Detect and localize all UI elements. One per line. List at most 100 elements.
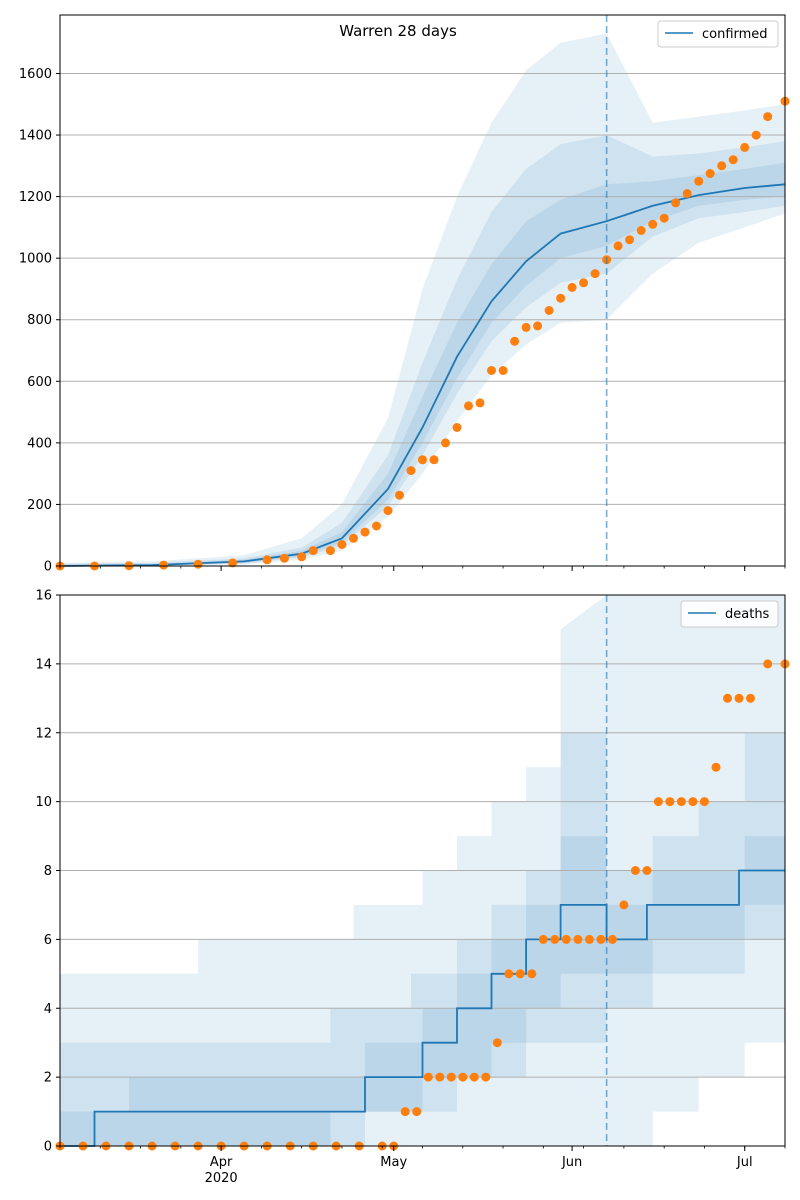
confirmed-legend-box [657, 20, 779, 48]
deaths-y-tick-label: 6 [44, 933, 52, 948]
confirmed-forecast-bands [60, 33, 785, 567]
confirmed-observed-point [590, 269, 600, 279]
confirmed-observed-point [740, 142, 750, 152]
confirmed-legend[interactable]: confirmed [657, 20, 779, 48]
confirmed-observed-point [262, 555, 272, 565]
confirmed-observed-point [521, 322, 531, 332]
confirmed-y-tick-label: 1000 [19, 252, 52, 267]
confirmed-observed-point [464, 401, 473, 411]
confirmed-observed-point [751, 130, 761, 140]
deaths-y-tick-label: 0 [44, 1140, 52, 1155]
confirmed-y-tick-label: 1200 [19, 190, 52, 205]
deaths-legend-box [680, 600, 779, 628]
deaths-observed-point [469, 1072, 479, 1082]
confirmed-y-tick-label: 0 [44, 560, 52, 575]
confirmed-gridlines [60, 72, 785, 505]
confirmed-observed-point [717, 161, 727, 171]
confirmed-observed-point [372, 521, 381, 531]
deaths-observed-point [423, 1072, 433, 1082]
x-tick-label: May [380, 1155, 407, 1170]
deaths-band-3 [60, 836, 785, 1146]
confirmed-y-tick-label: 600 [27, 375, 52, 390]
confirmed-observed-point [671, 198, 681, 208]
deaths-observed-point [492, 1038, 502, 1048]
confirmed-panel: 0 200 400 600 800 1000 1200 1400 1600 Warren 28 … [19, 14, 790, 575]
deaths-observed-point [630, 866, 640, 875]
confirmed-observed-point [360, 527, 370, 537]
confirmed-observed-point [636, 226, 646, 235]
confirmed-observed-point [475, 398, 485, 408]
confirmed-observed-point [383, 506, 393, 516]
confirmed-observed-point [441, 438, 450, 448]
confirmed-observed-point [193, 559, 203, 569]
deaths-observed-point [412, 1107, 422, 1117]
deaths-observed-point [538, 934, 548, 944]
confirmed-observed-point [337, 540, 347, 549]
deaths-observed-point [515, 969, 525, 979]
deaths-observed-point [699, 797, 709, 807]
confirmed-observed-point [297, 552, 307, 562]
deaths-observed-point [619, 900, 629, 910]
confirmed-observed-point [349, 533, 358, 543]
x-tick-label: Jun [561, 1155, 582, 1170]
x-tick-label: Apr [210, 1155, 233, 1170]
confirmed-observed-point [228, 558, 238, 568]
confirmed-x-axis [59, 566, 786, 571]
deaths-observed-point [711, 762, 721, 772]
confirmed-observed-point [418, 455, 427, 465]
deaths-y-tick-label: 16 [35, 589, 52, 604]
deaths-y-tick-label: 2 [44, 1071, 52, 1086]
deaths-observed-point [573, 934, 583, 944]
confirmed-observed-point [544, 306, 554, 315]
confirmed-observed-point [325, 546, 335, 556]
confirmed-legend-label: confirmed [702, 27, 768, 42]
deaths-observed-point [688, 797, 698, 807]
deaths-legend-label: deaths [725, 607, 770, 622]
confirmed-observed-point [625, 235, 635, 245]
confirmed-observed-point [705, 169, 715, 178]
deaths-band-2 [60, 732, 785, 1146]
deaths-observed-point [665, 797, 675, 807]
confirmed-observed-point [429, 455, 439, 465]
deaths-observed-point [734, 693, 744, 703]
confirmed-observed-point [556, 293, 566, 303]
deaths-observed-point [763, 659, 773, 669]
deaths-observed-point [481, 1072, 491, 1082]
confirmed-observed-point [682, 189, 692, 198]
deaths-gridlines [60, 663, 785, 1078]
confirmed-observed-point [579, 278, 589, 288]
deaths-observed-point [584, 934, 594, 944]
deaths-observed-point [723, 693, 732, 703]
deaths-legend[interactable]: deaths [680, 600, 779, 628]
confirmed-observed-point [308, 546, 318, 556]
confirmed-observed-point [567, 282, 577, 292]
confirmed-observed-point [395, 490, 404, 500]
confirmed-observed-point [648, 219, 658, 229]
confirmed-band-3 [60, 162, 785, 567]
confirmed-band-2 [60, 135, 785, 566]
deaths-y-tick-label: 14 [35, 657, 52, 672]
confirmed-y-axis: 0 200 400 600 800 1000 1200 1400 1600 [19, 67, 60, 575]
confirmed-band-1 [60, 33, 785, 566]
deaths-observed-point [400, 1107, 410, 1117]
confirmed-y-tick-label: 400 [27, 436, 52, 451]
deaths-observed-point [596, 934, 606, 944]
x-tick-label: Jul [736, 1155, 753, 1170]
deaths-observed-point [435, 1072, 445, 1082]
deaths-y-axis: 0 2 4 6 8 10 12 14 16 [35, 589, 60, 1155]
confirmed-observed-point [487, 366, 496, 375]
deaths-y-tick-label: 4 [44, 1002, 52, 1017]
deaths-y-tick-label: 10 [35, 795, 52, 810]
confirmed-observed-point [763, 112, 773, 122]
confirmed-observed-point [159, 560, 169, 570]
deaths-observed-point [504, 969, 514, 979]
confirmed-observed-points [55, 96, 790, 571]
deaths-observed-point [607, 934, 617, 944]
deaths-observed-point [746, 693, 755, 703]
confirmed-observed-point [613, 241, 623, 251]
confirmed-observed-point [406, 466, 416, 476]
